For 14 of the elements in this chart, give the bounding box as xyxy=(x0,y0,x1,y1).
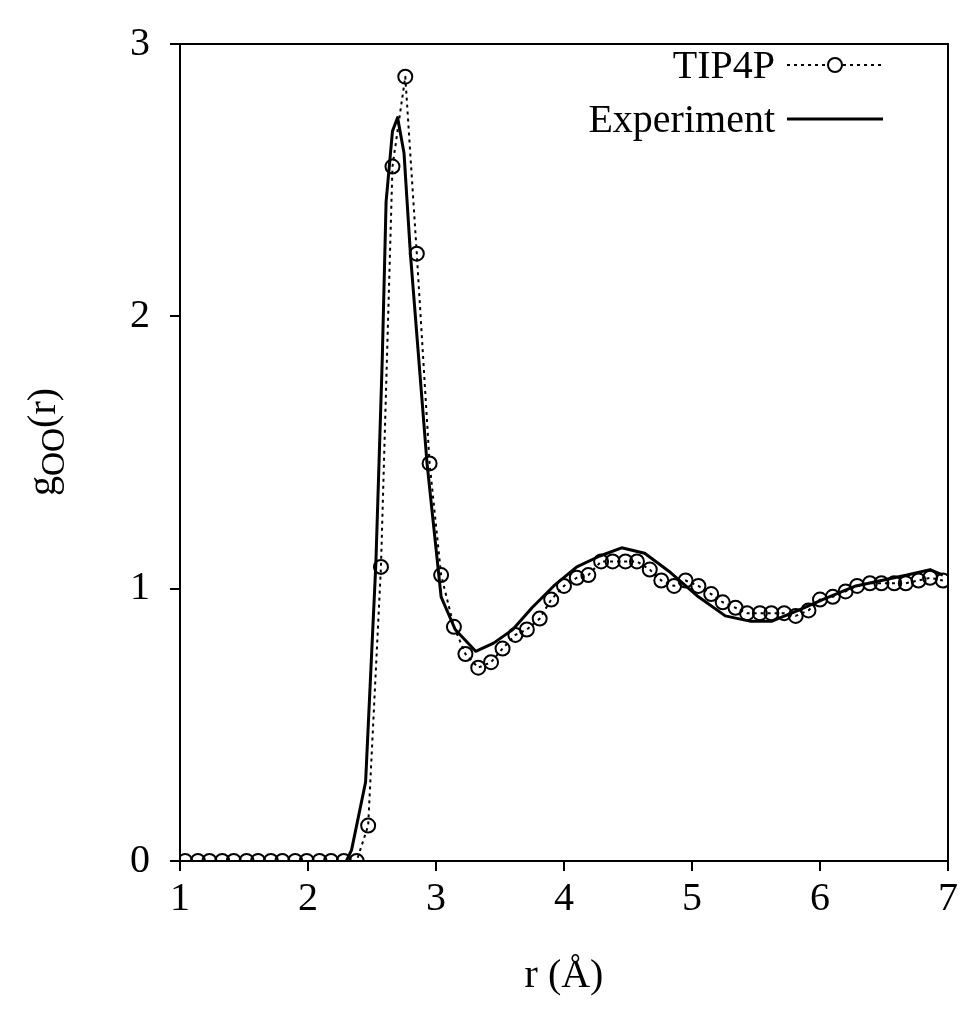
x-tick-label: 7 xyxy=(938,873,958,919)
x-tick-label: 1 xyxy=(170,873,190,919)
y-tick-label: 3 xyxy=(130,18,150,64)
x-tick-label: 5 xyxy=(682,873,702,919)
legend-label: TIP4P xyxy=(672,41,775,89)
x-axis-title: r (Å) xyxy=(523,950,605,997)
x-tick-label: 3 xyxy=(426,873,446,919)
x-tick-label: 2 xyxy=(298,873,318,919)
x-tick-label: 6 xyxy=(810,873,830,919)
y-tick-label: 2 xyxy=(130,290,150,336)
y-tick-label: 0 xyxy=(130,835,150,881)
legend-label: Experiment xyxy=(588,95,775,143)
x-tick-label: 4 xyxy=(554,873,574,919)
y-tick-label: 1 xyxy=(130,563,150,609)
